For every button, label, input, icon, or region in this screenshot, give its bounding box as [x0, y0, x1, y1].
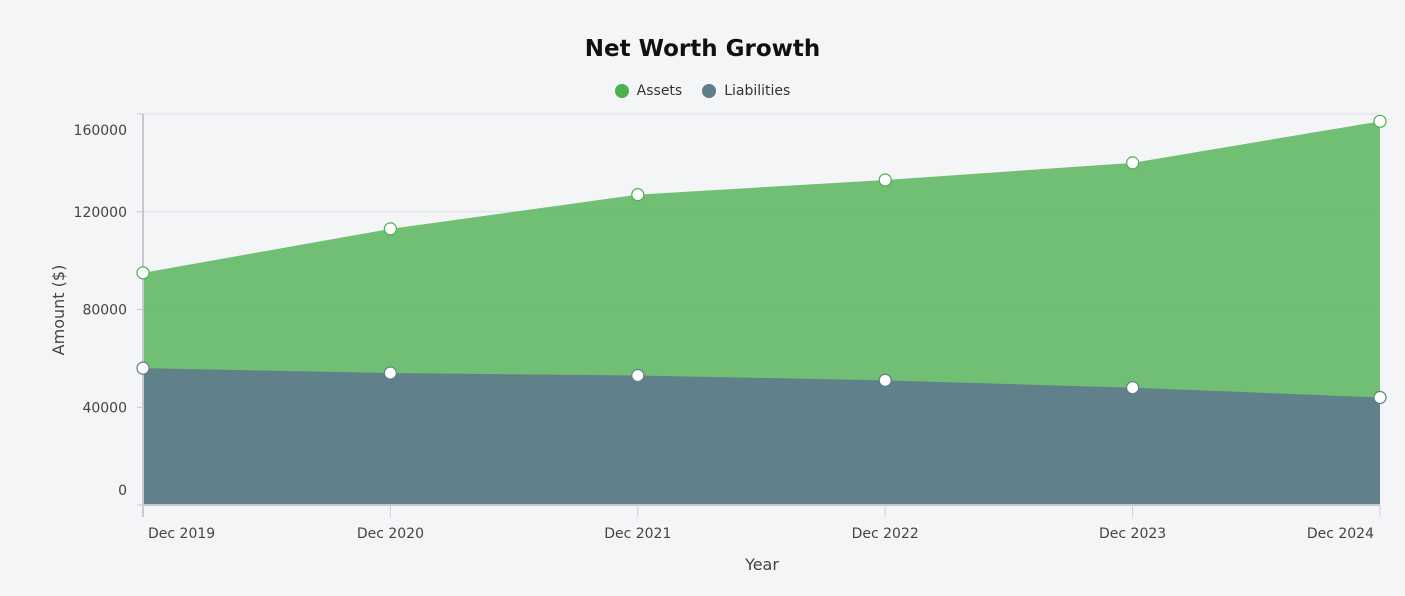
x-tick-label: Dec 2022: [852, 526, 919, 542]
legend-item-liabilities[interactable]: Liabilities: [702, 83, 790, 99]
x-tick-label: Dec 2020: [357, 526, 424, 542]
data-point-liabilities: [631, 368, 645, 383]
data-point-assets: [1125, 156, 1140, 170]
data-point-assets: [878, 173, 892, 187]
data-point-liabilities: [383, 366, 397, 380]
x-tick-label: Dec 2021: [604, 526, 671, 542]
legend: Assets Liabilities: [0, 83, 1405, 99]
data-point-liabilities: [136, 361, 150, 375]
y-tick-label: 120000: [74, 205, 127, 221]
legend-dot-assets: [614, 84, 629, 98]
x-tick-label: Dec 2019: [148, 526, 215, 542]
area-liabilities: [143, 368, 1380, 505]
x-tick-label: Dec 2024: [1307, 526, 1374, 542]
data-point-assets: [136, 266, 150, 280]
y-tick-label: 0: [118, 483, 127, 499]
x-tick-label: Dec 2023: [1099, 526, 1166, 542]
x-axis-label: Year: [744, 555, 779, 574]
legend-item-assets[interactable]: Assets: [614, 83, 683, 99]
y-axis-label: Amount ($): [49, 265, 68, 356]
data-point-liabilities: [878, 373, 892, 387]
y-tick-label: 160000: [74, 123, 127, 139]
legend-dot-liabilities: [702, 84, 717, 98]
legend-label-assets: Assets: [636, 83, 683, 99]
legend-label-liabilities: Liabilities: [724, 83, 791, 99]
data-point-liabilities: [1373, 390, 1387, 405]
y-tick-label: 40000: [82, 400, 127, 416]
y-tick-label: 80000: [82, 303, 127, 319]
data-point-assets: [383, 222, 397, 236]
data-point-assets: [1373, 114, 1387, 128]
data-point-assets: [631, 188, 645, 202]
chart-title: Net Worth Growth: [584, 36, 821, 62]
data-point-liabilities: [1125, 381, 1140, 395]
